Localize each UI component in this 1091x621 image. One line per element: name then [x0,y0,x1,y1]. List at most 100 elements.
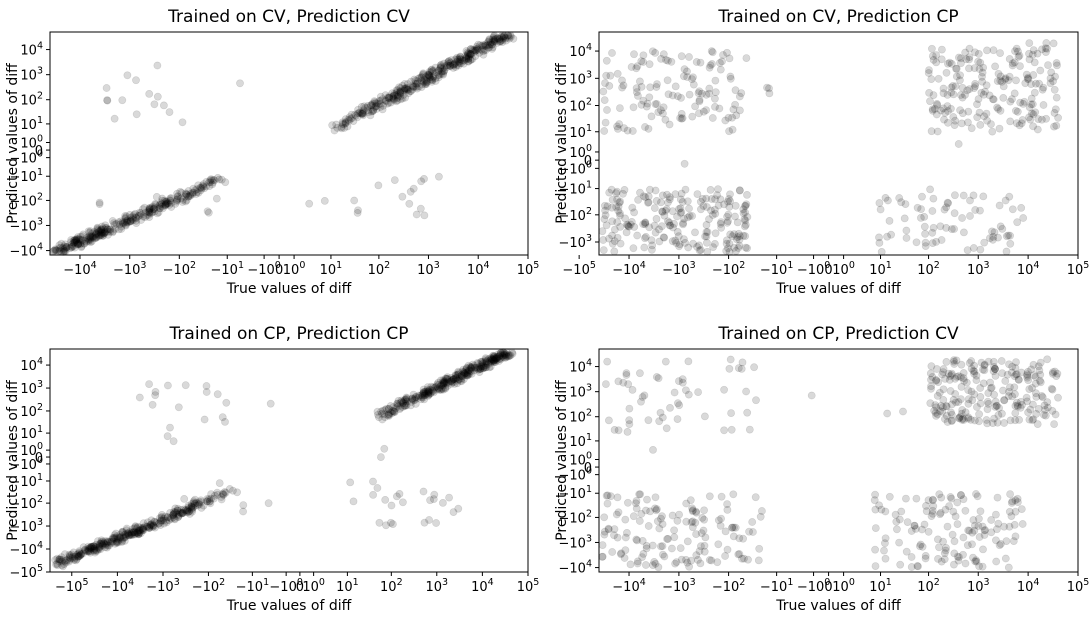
scatter-point [1026,405,1035,414]
y-tick-label: 103 [569,69,592,87]
scatter-point [385,92,394,101]
scatter-point [893,525,901,534]
y-tick-label: 104 [20,356,43,374]
scatter-point [676,114,684,122]
scatter-point [212,194,221,203]
scatter-point [1038,115,1046,124]
scatter-point [996,106,1005,115]
scatter-point [644,416,653,425]
scatter-point [464,49,473,58]
scatter-point [976,507,985,516]
scatter-point [1026,115,1035,124]
scatter-point [939,385,948,394]
scatter-point [165,108,174,116]
scatter-point [938,45,946,54]
scatter-point [946,387,955,395]
scatter-point [108,534,117,542]
scatter-point [667,57,676,66]
scatter-point [383,93,392,102]
y-tick-label: 102 [569,408,592,426]
scatter-point [735,92,744,101]
scatter-point [1050,420,1058,428]
scatter-point [993,493,1002,502]
scatter-point [472,43,481,51]
scatter-point [951,116,959,125]
x-tick-label: −102 [712,260,745,278]
scatter-point [625,404,634,413]
y-axis-label: Predicted values of diff [554,380,570,541]
scatter-point [972,371,981,380]
scatter-point [600,530,609,539]
scatter-point [454,504,463,513]
scatter-point [982,81,991,90]
scatter-point [393,86,402,94]
scatter-point [928,239,937,247]
scatter-point [681,185,690,194]
scatter-point [941,415,949,423]
scatter-point [174,403,183,412]
x-tick-label: −102 [712,577,745,595]
scatter-point [610,225,619,234]
scatter-point [955,53,963,62]
scatter-point [912,238,921,247]
scatter-point [454,56,463,65]
scatter-point [264,499,273,508]
scatter-point [979,192,988,201]
scatter-point [633,231,642,240]
scatter-point [726,230,735,239]
scatter-point [434,172,443,181]
scatter-point [630,50,638,59]
scatter-point [208,178,217,187]
scatter-point [236,79,244,88]
scatter-point [420,75,429,84]
scatter-point [387,501,396,510]
scatter-point [902,234,911,242]
scatter-point [994,411,1003,420]
scatter-point [135,393,144,402]
scatter-point [421,80,430,89]
scatter-point [720,385,728,394]
scatter-point [405,199,414,208]
scatter-point [150,100,159,109]
scatter-point [733,218,742,227]
scatter-point [130,528,139,537]
scatter-point [995,201,1004,210]
scatter-point [680,159,689,168]
scatter-point [398,192,407,201]
scatter-point [962,378,971,387]
scatter-point [685,90,694,99]
scatter-point [1014,52,1023,61]
scatter-point [349,117,358,125]
scatter-point [682,517,691,526]
x-tick-label: 100 [283,260,306,278]
scatter-point [614,202,623,211]
scatter-point [427,75,435,84]
scatter-point [652,214,661,223]
scatter-point [927,384,935,393]
scatter-point [883,409,892,418]
y-tick-label: 103 [20,379,43,397]
scatter-point [622,369,631,377]
scatter-point [428,77,436,86]
scatter-point [480,46,489,54]
scatter-point [738,358,747,367]
scatter-point [959,533,968,542]
scatter-point [102,84,111,92]
x-tick-label: −104 [101,577,134,595]
scatter-point [991,364,999,373]
scatter-point [320,196,329,205]
scatter-point [711,88,720,97]
scatter-point [994,233,1002,242]
scatter-point [728,125,737,134]
scatter-point [386,98,395,107]
scatter-point [921,238,930,247]
scatter-point [711,229,720,238]
scatter-point [943,91,952,99]
scatter-point [724,197,732,206]
scatter-point [1002,247,1011,256]
scatter-point [978,562,987,571]
scatter-point [228,486,237,495]
scatter-point [1008,61,1017,70]
scatter-point [750,363,758,372]
scatter-point [716,521,725,530]
